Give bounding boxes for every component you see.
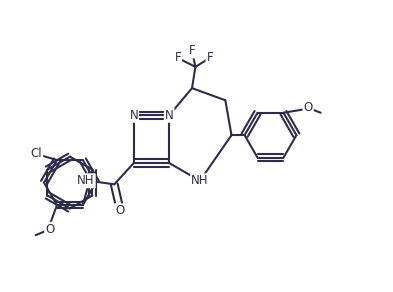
Text: Cl: Cl: [31, 147, 42, 160]
Text: NH: NH: [77, 174, 95, 187]
Text: O: O: [45, 223, 55, 236]
Text: N: N: [129, 109, 138, 122]
Text: F: F: [174, 51, 181, 65]
Text: NH: NH: [191, 174, 209, 187]
Text: F: F: [206, 51, 213, 65]
Text: N: N: [165, 109, 174, 122]
Text: O: O: [303, 101, 313, 114]
Text: O: O: [115, 204, 124, 217]
Text: F: F: [189, 44, 195, 58]
